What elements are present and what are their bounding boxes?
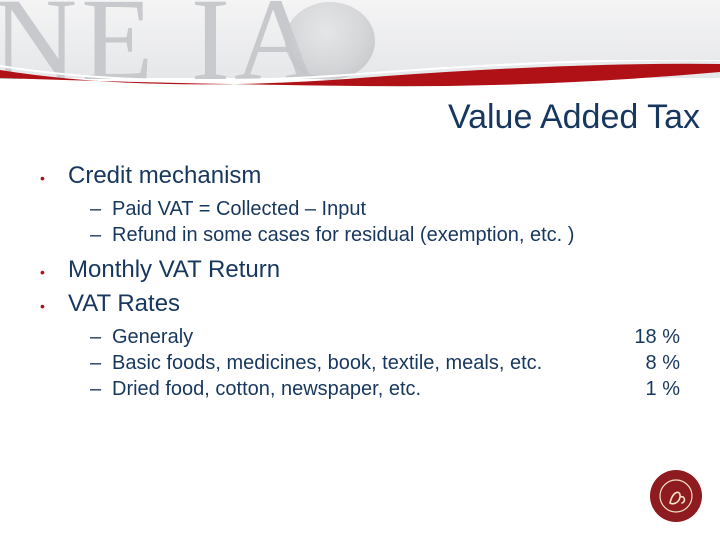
dash-icon: –: [90, 376, 112, 402]
bullet-item: • Monthly VAT Return: [40, 256, 680, 286]
bullet-text: VAT Rates: [68, 290, 180, 318]
red-curve-band: [0, 60, 720, 88]
sub-bullet-item: – Refund in some cases for residual (exe…: [90, 222, 680, 248]
rate-value: 8 %: [618, 350, 680, 376]
bullet-text: Monthly VAT Return: [68, 256, 280, 284]
bullet-item: • Credit mechanism: [40, 162, 680, 192]
bullet-icon: •: [40, 292, 68, 320]
brand-logo-icon: [650, 470, 702, 522]
sub-bullet-item: – Paid VAT = Collected – Input: [90, 196, 680, 222]
bullet-item: • VAT Rates: [40, 290, 680, 320]
sub-bullet-item: – Dried food, cotton, newspaper, etc. 1 …: [90, 376, 680, 402]
dash-icon: –: [90, 324, 112, 350]
sub-bullet-text: Generaly: [112, 324, 618, 350]
rate-value: 1 %: [618, 376, 680, 402]
slide-title: Value Added Tax: [0, 98, 700, 137]
bullet-text: Credit mechanism: [68, 162, 261, 190]
sub-bullet-text: Basic foods, medicines, book, textile, m…: [112, 350, 618, 376]
sub-bullet-text: Dried food, cotton, newspaper, etc.: [112, 376, 618, 402]
bullet-icon: •: [40, 258, 68, 286]
sub-bullet-item: – Generaly 18 %: [90, 324, 680, 350]
sub-bullet-item: – Basic foods, medicines, book, textile,…: [90, 350, 680, 376]
sub-bullet-text: Paid VAT = Collected – Input: [112, 196, 680, 222]
slide-content: • Credit mechanism – Paid VAT = Collecte…: [40, 162, 680, 410]
bullet-icon: •: [40, 164, 68, 192]
sub-bullet-text: Refund in some cases for residual (exemp…: [112, 222, 680, 248]
rate-value: 18 %: [618, 324, 680, 350]
dash-icon: –: [90, 196, 112, 222]
dash-icon: –: [90, 222, 112, 248]
dash-icon: –: [90, 350, 112, 376]
